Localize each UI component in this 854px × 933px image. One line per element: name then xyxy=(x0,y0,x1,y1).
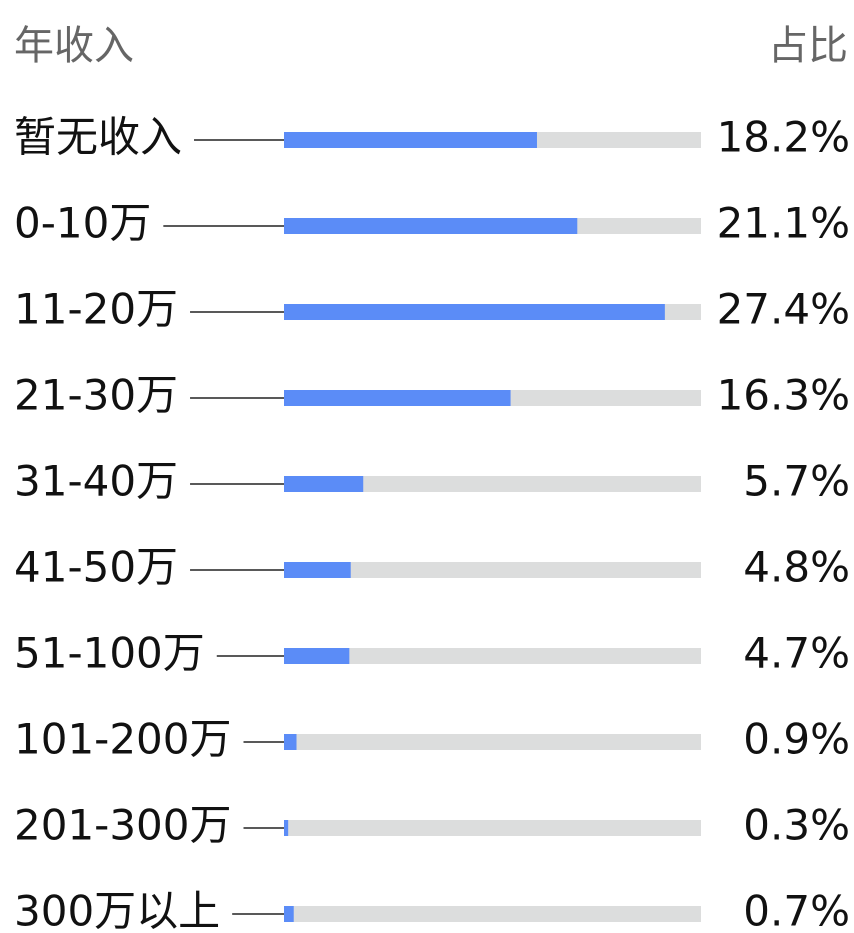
track xyxy=(284,906,701,922)
category-header: 年收入 xyxy=(14,23,134,69)
category-label: 21-30万 xyxy=(14,371,178,420)
track xyxy=(284,734,701,750)
value-header: 占比 xyxy=(768,23,848,69)
bar xyxy=(284,390,511,406)
bar xyxy=(284,820,289,836)
value-label: 5.7% xyxy=(743,457,850,506)
category-label: 41-50万 xyxy=(14,543,178,592)
category-label: 0-10万 xyxy=(14,199,151,248)
value-label: 4.7% xyxy=(743,629,850,678)
bar xyxy=(284,218,578,234)
bar xyxy=(284,304,665,320)
value-label: 21.1% xyxy=(717,199,850,248)
value-label: 18.2% xyxy=(717,113,850,162)
value-label: 16.3% xyxy=(717,371,850,420)
category-label: 暂无收入 xyxy=(14,113,182,162)
track xyxy=(284,476,701,492)
category-label: 201-300万 xyxy=(14,801,232,850)
track xyxy=(284,562,701,578)
bar xyxy=(284,476,364,492)
bar xyxy=(284,132,537,148)
value-label: 0.7% xyxy=(743,887,850,933)
category-label: 11-20万 xyxy=(14,285,178,334)
bar xyxy=(284,648,350,664)
value-label: 0.9% xyxy=(743,715,850,764)
category-label: 51-100万 xyxy=(14,629,205,678)
category-label: 31-40万 xyxy=(14,457,178,506)
bar xyxy=(284,562,351,578)
category-label: 101-200万 xyxy=(14,715,232,764)
value-label: 4.8% xyxy=(743,543,850,592)
track xyxy=(284,820,701,836)
track xyxy=(284,648,701,664)
value-label: 27.4% xyxy=(717,285,850,334)
bar xyxy=(284,734,297,750)
value-label: 0.3% xyxy=(743,801,850,850)
bar xyxy=(284,906,294,922)
category-label: 300万以上 xyxy=(14,887,220,933)
